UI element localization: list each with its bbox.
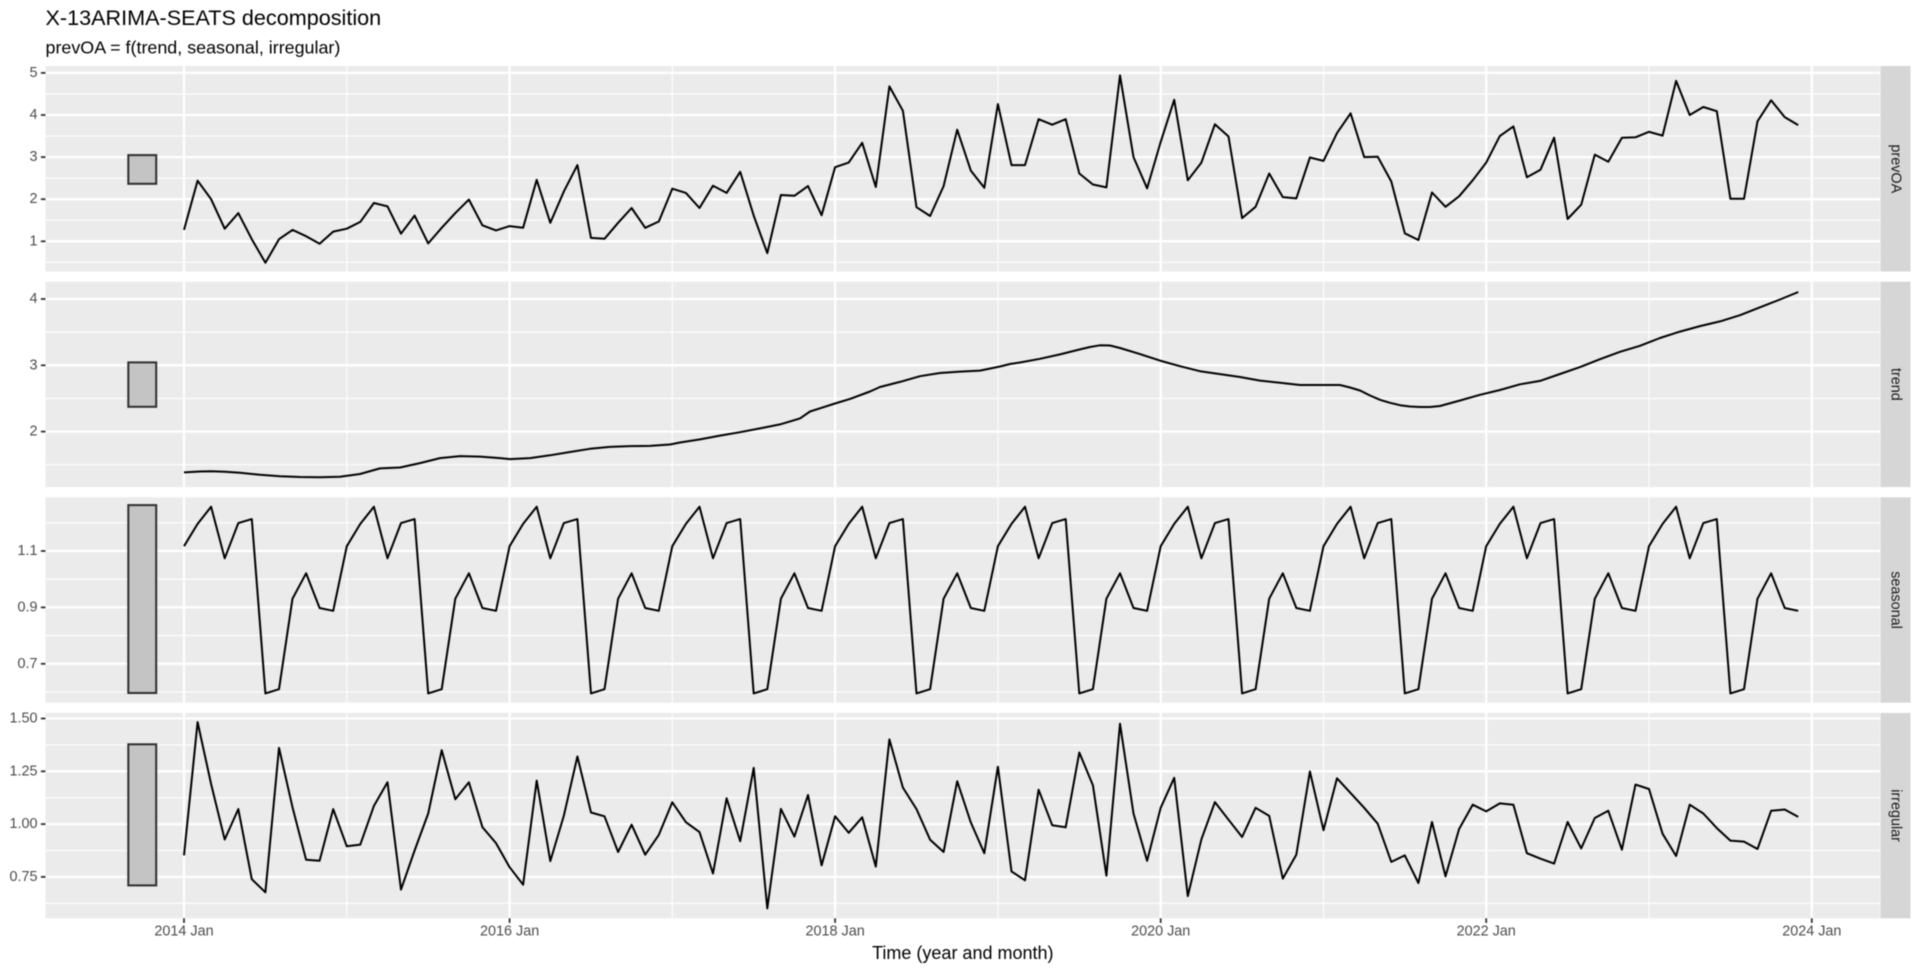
svg-text:3: 3	[29, 149, 37, 165]
svg-text:4: 4	[29, 291, 37, 307]
svg-text:3: 3	[29, 357, 37, 373]
svg-text:1.25: 1.25	[9, 763, 37, 779]
svg-text:2024 Jan: 2024 Jan	[1782, 924, 1841, 940]
svg-text:0.75: 0.75	[9, 869, 37, 885]
svg-text:4: 4	[29, 107, 37, 123]
svg-text:2020 Jan: 2020 Jan	[1131, 924, 1190, 940]
svg-text:0.7: 0.7	[17, 656, 37, 672]
svg-text:2016 Jan: 2016 Jan	[480, 924, 539, 940]
svg-text:2014 Jan: 2014 Jan	[154, 924, 213, 940]
svg-text:1.1: 1.1	[17, 543, 37, 559]
svg-text:seasonal: seasonal	[1888, 571, 1904, 629]
svg-text:prevOA: prevOA	[1888, 144, 1904, 193]
svg-text:1: 1	[29, 233, 37, 249]
svg-text:irregular: irregular	[1888, 789, 1904, 842]
svg-text:2: 2	[29, 424, 37, 440]
svg-text:2022 Jan: 2022 Jan	[1457, 924, 1516, 940]
svg-text:trend: trend	[1888, 368, 1904, 401]
svg-text:0.9: 0.9	[17, 599, 37, 615]
svg-text:prevOA = f(trend, seasonal, ir: prevOA = f(trend, seasonal, irregular)	[46, 38, 341, 58]
svg-text:X-13ARIMA-SEATS decomposition: X-13ARIMA-SEATS decomposition	[46, 5, 382, 30]
svg-text:1.50: 1.50	[9, 711, 37, 727]
svg-text:2: 2	[29, 191, 37, 207]
svg-text:2018 Jan: 2018 Jan	[805, 924, 864, 940]
svg-text:1.00: 1.00	[9, 816, 37, 832]
svg-text:Time (year and month): Time (year and month)	[872, 943, 1053, 963]
svg-text:5: 5	[29, 65, 37, 81]
